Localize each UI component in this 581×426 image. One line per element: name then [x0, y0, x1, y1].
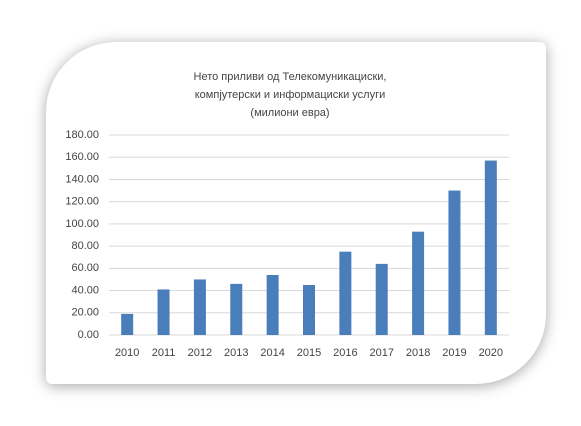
x-tick-label: 2016 — [333, 347, 357, 359]
chart-title: Нето приливи од Телекомуникациски, — [194, 71, 387, 83]
bar — [303, 285, 315, 335]
y-tick-label: 60.00 — [71, 262, 99, 274]
y-tick-label: 140.00 — [65, 173, 99, 185]
bar — [230, 283, 243, 335]
y-tick-label: 80.00 — [71, 240, 99, 252]
y-tick-label: 0.00 — [78, 329, 99, 341]
bar — [193, 279, 206, 335]
y-tick-label: 100.00 — [65, 218, 99, 230]
bar — [448, 190, 461, 335]
y-tick-label: 120.00 — [65, 196, 99, 208]
x-tick-label: 2013 — [224, 347, 248, 359]
x-tick-label: 2020 — [479, 347, 503, 359]
y-tick-label: 20.00 — [71, 307, 99, 319]
bar — [412, 231, 425, 335]
chart-title: (милиони евра) — [250, 107, 329, 119]
x-tick-label: 2015 — [297, 347, 321, 359]
bar — [375, 263, 388, 335]
y-tick-label: 180.00 — [65, 129, 99, 141]
x-tick-label: 2010 — [115, 347, 139, 359]
bar — [121, 313, 134, 335]
y-tick-label: 160.00 — [65, 151, 99, 163]
x-tick-label: 2011 — [152, 347, 176, 359]
bar — [339, 251, 352, 335]
y-tick-label: 40.00 — [71, 284, 99, 296]
x-tick-label: 2012 — [188, 347, 212, 359]
bar — [266, 275, 279, 335]
x-tick-label: 2017 — [369, 347, 393, 359]
bar — [157, 289, 170, 335]
x-tick-label: 2019 — [442, 347, 466, 359]
chart-title: компјутерски и информациски услуги — [195, 89, 385, 101]
x-tick-label: 2018 — [406, 347, 430, 359]
x-tick-label: 2014 — [260, 347, 284, 359]
bar — [484, 160, 497, 335]
